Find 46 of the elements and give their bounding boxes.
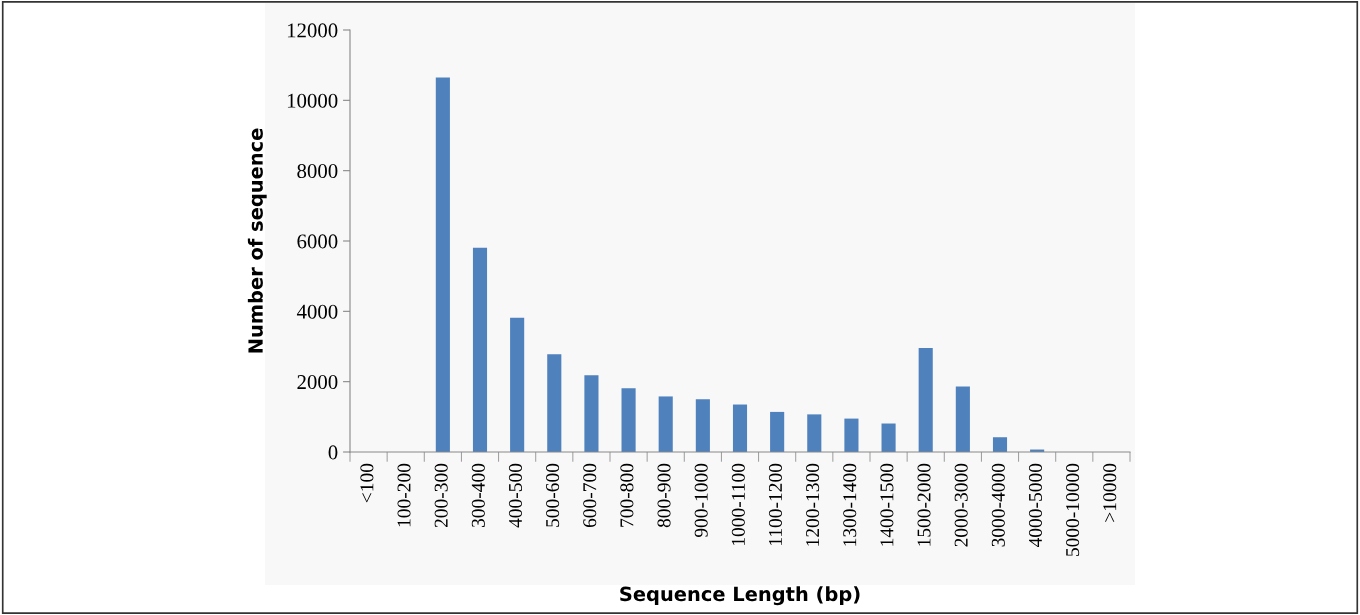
x-tick-label: 1300-1400: [843, 463, 857, 546]
x-tick-label: 1400-1500: [880, 463, 894, 546]
bar: [584, 375, 599, 452]
bar: [955, 386, 970, 452]
bar: [992, 437, 1008, 452]
bar: [510, 317, 525, 452]
bar: [621, 388, 636, 452]
x-tick-label: >10000: [1103, 463, 1117, 522]
x-tick-label: 200-300: [434, 463, 448, 528]
x-tick-label: 100-200: [397, 463, 411, 527]
bar: [732, 404, 748, 452]
bar: [695, 399, 710, 452]
bar: [918, 347, 933, 452]
bar: [844, 418, 859, 452]
x-tick-label: 4000-5000: [1028, 463, 1043, 547]
y-tick-label: 2000: [297, 375, 338, 390]
bar: [770, 411, 785, 452]
x-tick-label: 3000-4000: [991, 463, 1005, 547]
y-axis-title: Number of sequence: [247, 128, 267, 353]
x-tick-label: 800-900: [657, 463, 671, 528]
x-tick-label: 1500-2000: [917, 463, 931, 546]
x-tick-label: 300-400: [471, 463, 485, 527]
bar: [435, 77, 450, 452]
x-tick-label: 5000-10000: [1066, 463, 1080, 556]
x-tick-label: 400-500: [508, 463, 523, 528]
bar: [807, 414, 822, 452]
x-tick-label: 1200-1300: [806, 463, 820, 546]
bar: [472, 247, 488, 452]
x-tick-label: 600-700: [583, 463, 597, 528]
bar: [547, 354, 562, 452]
y-tick-label: 12000: [287, 23, 338, 38]
x-tick-label: 1100-1200: [768, 463, 783, 545]
bar: [881, 423, 896, 452]
x-tick-label: 500-600: [546, 463, 560, 527]
x-tick-label: <100: [360, 463, 374, 503]
x-axis-title: Sequence Length (bp): [620, 586, 860, 606]
y-tick-label: 6000: [297, 234, 338, 249]
x-tick-label: 900-1000: [694, 463, 708, 538]
y-tick-label: 0: [328, 445, 338, 460]
y-tick-label: 10000: [287, 93, 338, 108]
x-tick-label: 1000-1100: [731, 463, 745, 545]
x-tick-label: 2000-3000: [954, 463, 968, 547]
y-tick-label: 4000: [296, 304, 338, 319]
x-tick-label: 700-800: [620, 463, 634, 527]
y-tick-label: 8000: [297, 164, 338, 179]
bar: [658, 396, 673, 452]
